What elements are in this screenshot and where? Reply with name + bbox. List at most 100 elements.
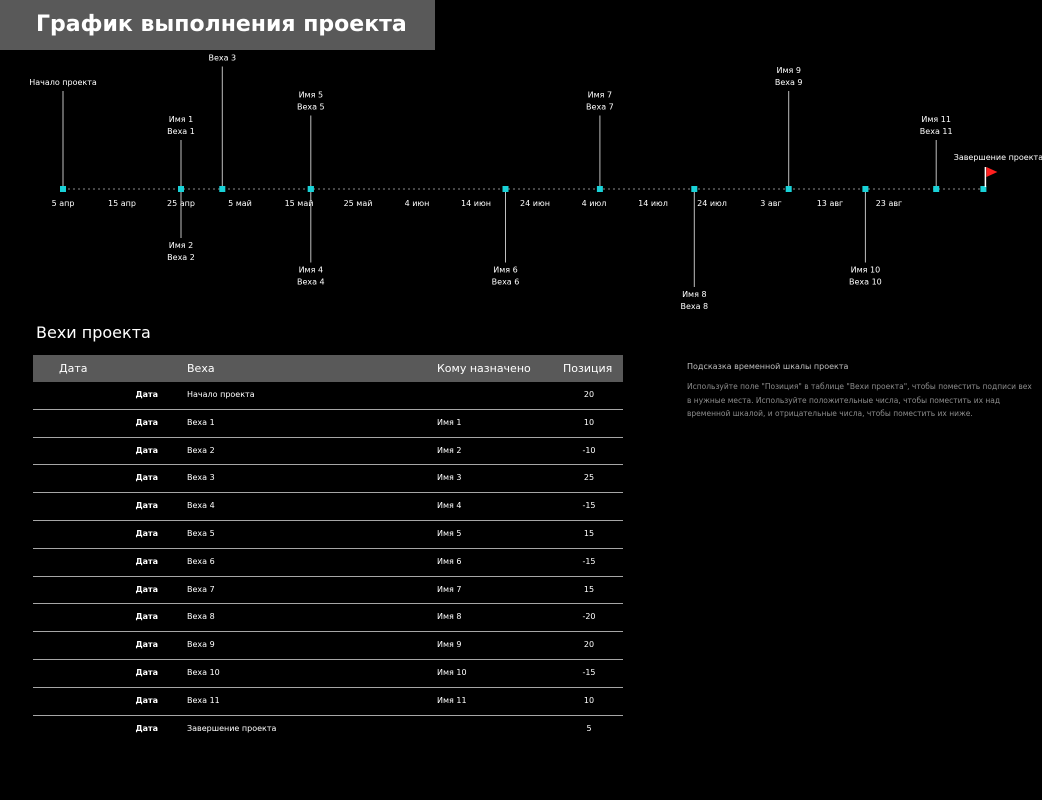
milestone-label: Веха 8: [680, 302, 708, 311]
milestone-label: Веха 4: [297, 278, 325, 287]
milestone-cell[interactable]: Веха 2: [187, 445, 215, 455]
milestone-label: Веха 5: [297, 103, 325, 112]
position-cell[interactable]: 20: [583, 390, 595, 399]
tick-label: 4 июл: [582, 199, 607, 208]
milestone-label: Имя 8: [682, 290, 706, 299]
date-cell[interactable]: Дата: [135, 390, 158, 399]
owner-cell[interactable]: Имя 3: [437, 473, 462, 483]
owner-cell[interactable]: Имя 1: [437, 417, 462, 427]
date-cell[interactable]: Дата: [135, 695, 158, 705]
table-row[interactable]: Дата Веха 10 Имя 10 -15: [33, 660, 623, 688]
milestone-marker: [178, 186, 184, 192]
date-cell[interactable]: Дата: [135, 612, 158, 622]
date-cell[interactable]: Дата: [135, 473, 158, 483]
owner-cell[interactable]: Имя 9: [437, 640, 462, 650]
tick-label: 24 июн: [520, 199, 550, 208]
milestone-marker: [933, 186, 940, 192]
milestone-cell[interactable]: Веха 7: [187, 584, 215, 594]
position-cell[interactable]: 10: [583, 417, 595, 427]
position-cell[interactable]: 15: [583, 528, 595, 538]
tick-label: 13 авг: [817, 199, 844, 208]
table-row[interactable]: Дата Веха 9 Имя 9 20: [33, 632, 623, 660]
milestone-cell[interactable]: Веха 11: [187, 695, 220, 705]
date-cell[interactable]: Дата: [135, 723, 158, 733]
milestone-label: Имя 1: [169, 115, 193, 124]
table-row[interactable]: Дата Веха 6 Имя 6 -15: [33, 549, 623, 577]
table-row[interactable]: Дата Начало проекта 20: [33, 382, 623, 410]
milestone-cell[interactable]: Веха 9: [187, 640, 215, 650]
milestone-label: Имя 4: [299, 266, 323, 275]
milestone-cell[interactable]: Веха 6: [187, 556, 215, 566]
tick-label: 15 апр: [108, 199, 136, 208]
date-cell[interactable]: Дата: [135, 528, 158, 538]
position-cell[interactable]: 10: [583, 695, 595, 705]
position-cell[interactable]: -15: [582, 667, 596, 677]
date-cell[interactable]: Дата: [135, 445, 158, 455]
milestone-marker: [980, 186, 987, 192]
milestone-cell[interactable]: Завершение проекта: [187, 723, 277, 733]
owner-cell[interactable]: Имя 4: [437, 501, 462, 511]
milestone-label: Веха 10: [849, 278, 882, 287]
table-row[interactable]: Дата Веха 7 Имя 7 15: [33, 577, 623, 605]
column-header-milestone[interactable]: Веха: [187, 362, 215, 375]
date-cell[interactable]: Дата: [135, 556, 158, 566]
owner-cell[interactable]: Имя 11: [437, 695, 467, 705]
milestone-label: Веха 9: [775, 78, 803, 87]
position-cell[interactable]: -15: [582, 501, 596, 511]
column-header-owner[interactable]: Кому назначено: [437, 362, 531, 375]
milestone-cell[interactable]: Начало проекта: [187, 390, 255, 399]
page-title: График выполнения проекта: [0, 0, 435, 50]
tick-label: 4 июн: [405, 199, 430, 208]
date-cell[interactable]: Дата: [135, 640, 158, 650]
milestone-cell[interactable]: Веха 10: [187, 667, 220, 677]
table-row[interactable]: Дата Веха 3 Имя 3 25: [33, 465, 623, 494]
milestone-marker: [502, 186, 509, 192]
milestone-marker: [862, 186, 869, 192]
position-cell[interactable]: -10: [582, 445, 596, 455]
milestone-marker: [60, 186, 66, 192]
milestone-label: Веха 2: [167, 253, 195, 262]
position-cell[interactable]: 15: [583, 584, 595, 594]
table-row[interactable]: Дата Веха 8 Имя 8 -20: [33, 604, 623, 633]
owner-cell[interactable]: Имя 5: [437, 528, 462, 538]
milestone-label: Начало проекта: [29, 78, 97, 87]
position-cell[interactable]: -20: [582, 612, 596, 622]
date-cell[interactable]: Дата: [135, 417, 158, 427]
milestone-label: Имя 11: [921, 115, 951, 124]
milestone-cell[interactable]: Веха 1: [187, 417, 215, 427]
column-header-date[interactable]: Дата: [59, 362, 88, 375]
milestone-label: Имя 5: [299, 91, 323, 100]
milestone-cell[interactable]: Веха 8: [187, 612, 215, 622]
table-row[interactable]: Дата Веха 11 Имя 11 10: [33, 688, 623, 716]
milestone-cell[interactable]: Веха 3: [187, 473, 215, 483]
milestones-table: Дата Веха Кому назначено Позиция Дата Нач…: [33, 355, 623, 743]
date-cell[interactable]: Дата: [135, 667, 158, 677]
milestone-marker: [307, 186, 314, 192]
milestone-cell[interactable]: Веха 5: [187, 528, 215, 538]
table-header: Дата Веха Кому назначено Позиция: [33, 355, 623, 382]
milestone-label: Веха 6: [492, 278, 520, 287]
date-cell[interactable]: Дата: [135, 584, 158, 594]
table-row[interactable]: Дата Веха 4 Имя 4 -15: [33, 493, 623, 521]
owner-cell[interactable]: Имя 7: [437, 584, 462, 594]
table-body: Дата Начало проекта 20 Дата Веха 1 Имя 1 10 Дат…: [33, 382, 623, 743]
column-header-position[interactable]: Позиция: [563, 362, 613, 375]
position-cell[interactable]: 25: [583, 473, 595, 483]
owner-cell[interactable]: Имя 2: [437, 445, 462, 455]
milestone-cell[interactable]: Веха 4: [187, 501, 215, 511]
owner-cell[interactable]: Имя 8: [437, 612, 462, 622]
position-cell[interactable]: 20: [583, 640, 595, 650]
table-row[interactable]: Дата Завершение проекта 5: [33, 716, 623, 744]
owner-cell[interactable]: Имя 6: [437, 556, 462, 566]
table-row[interactable]: Дата Веха 1 Имя 1 10: [33, 410, 623, 438]
position-cell[interactable]: 5: [586, 723, 592, 733]
position-cell[interactable]: -15: [582, 556, 596, 566]
table-row[interactable]: Дата Веха 5 Имя 5 15: [33, 521, 623, 549]
red-flag-icon: [986, 167, 998, 177]
project-timeline: 5 апр 15 апр 25 апр 5 май 15 май 25 май 4 июн 1…: [29, 50, 1042, 311]
milestones-heading: Вехи проекта: [36, 323, 151, 342]
owner-cell[interactable]: Имя 10: [437, 667, 467, 677]
tick-label: 24 июл: [697, 199, 727, 208]
date-cell[interactable]: Дата: [135, 501, 158, 511]
table-row[interactable]: Дата Веха 2 Имя 2 -10: [33, 438, 623, 466]
